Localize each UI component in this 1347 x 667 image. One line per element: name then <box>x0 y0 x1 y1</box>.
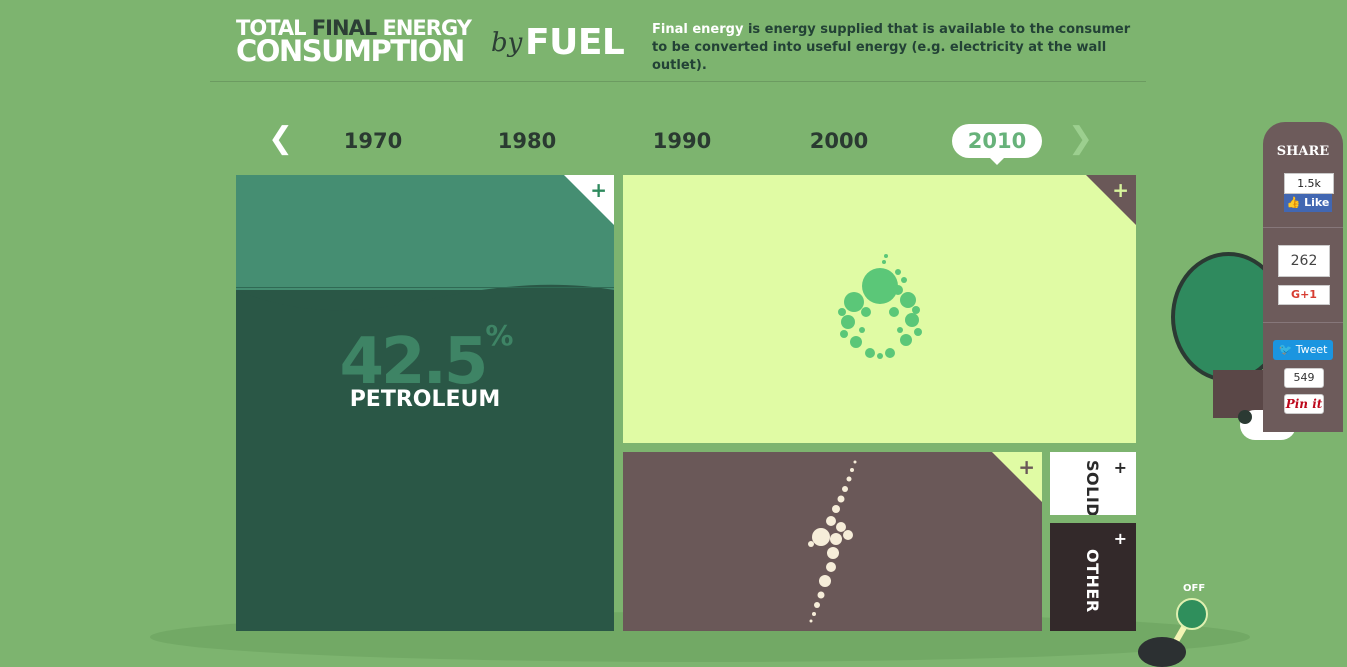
gas-flame-icon <box>838 254 922 359</box>
title-fuel: FUEL <box>525 22 625 63</box>
header-divider <box>210 81 1146 82</box>
title-word-total: TOTAL <box>236 16 312 40</box>
page-header: TOTAL FINAL ENERGY CONSUMPTION by FUEL F… <box>236 14 1136 74</box>
petroleum-label: PETROLEUM <box>349 387 501 412</box>
share-divider <box>1263 227 1343 228</box>
year-2000[interactable]: 2000 <box>809 129 869 153</box>
description: Final energy is energy supplied that is … <box>652 21 1132 75</box>
toggle-knob[interactable] <box>1176 598 1208 630</box>
electricity-bolt-icon <box>808 460 857 623</box>
facebook-like-button[interactable]: 👍 Like <box>1284 194 1332 212</box>
facebook-like-label: Like <box>1304 196 1330 209</box>
tile-electricity[interactable]: + <box>623 452 1042 631</box>
description-text: is energy supplied that is available to … <box>652 22 1131 73</box>
share-panel: SHARE 1.5k 👍 Like 262 G+1 🐦 Tweet 549 Pi… <box>1263 122 1343 432</box>
petroleum-top-layer <box>236 175 614 290</box>
title-line-1: TOTAL FINAL ENERGY <box>236 16 472 40</box>
tile-solid[interactable]: SOLID + <box>1050 452 1136 515</box>
electricity-corner <box>992 452 1042 502</box>
toggle-off-label: OFF <box>1183 583 1206 594</box>
share-divider <box>1263 322 1343 323</box>
petroleum-percent-value: 42.5 <box>339 325 489 399</box>
gas-plus-icon[interactable]: + <box>1112 178 1129 202</box>
petroleum-plus-icon[interactable]: + <box>590 178 607 202</box>
title-by: by <box>491 28 523 58</box>
year-1990[interactable]: 1990 <box>652 129 712 153</box>
share-title: SHARE <box>1276 144 1330 159</box>
petroleum-corner <box>564 175 614 225</box>
pinterest-button[interactable]: Pin it <box>1284 394 1324 414</box>
solid-label: SOLID <box>1083 460 1102 515</box>
tweet-button[interactable]: 🐦 Tweet <box>1273 340 1333 360</box>
gplus-button[interactable]: G+1 <box>1278 285 1330 305</box>
other-label: OTHER <box>1083 549 1102 613</box>
next-year-arrow-icon[interactable]: ❯ <box>1068 121 1094 156</box>
pinterest-count: 549 <box>1284 368 1324 388</box>
gplus-count: 262 <box>1278 245 1330 277</box>
tweet-label: Tweet <box>1295 343 1328 356</box>
gas-corner <box>1086 175 1136 225</box>
tile-other[interactable]: OTHER + <box>1050 523 1136 631</box>
petroleum-percent: 42.5% <box>236 319 614 399</box>
title-line-2: CONSUMPTION <box>236 34 465 68</box>
title-word-energy: ENERGY <box>376 16 472 40</box>
petroleum-wave <box>236 284 614 335</box>
tile-gas[interactable]: + <box>623 175 1136 443</box>
facebook-count: 1.5k <box>1284 173 1334 194</box>
description-highlight: Final energy <box>652 22 744 37</box>
title-word-final: FINAL <box>311 16 377 40</box>
sheep-head <box>1238 410 1252 424</box>
petroleum-level-line <box>236 287 614 288</box>
year-2010-selected[interactable]: 2010 <box>952 124 1042 165</box>
solid-plus-icon[interactable]: + <box>1113 458 1127 477</box>
electricity-plus-icon[interactable]: + <box>1018 455 1035 479</box>
tile-petroleum[interactable]: 42.5% PETROLEUM + <box>236 175 614 631</box>
percent-sign: % <box>485 319 513 352</box>
toggle-base <box>1138 637 1186 667</box>
other-plus-icon[interactable]: + <box>1113 529 1127 548</box>
year-1970[interactable]: 1970 <box>343 129 403 153</box>
prev-year-arrow-icon[interactable]: ❮ <box>268 121 294 156</box>
year-1980[interactable]: 1980 <box>497 129 557 153</box>
